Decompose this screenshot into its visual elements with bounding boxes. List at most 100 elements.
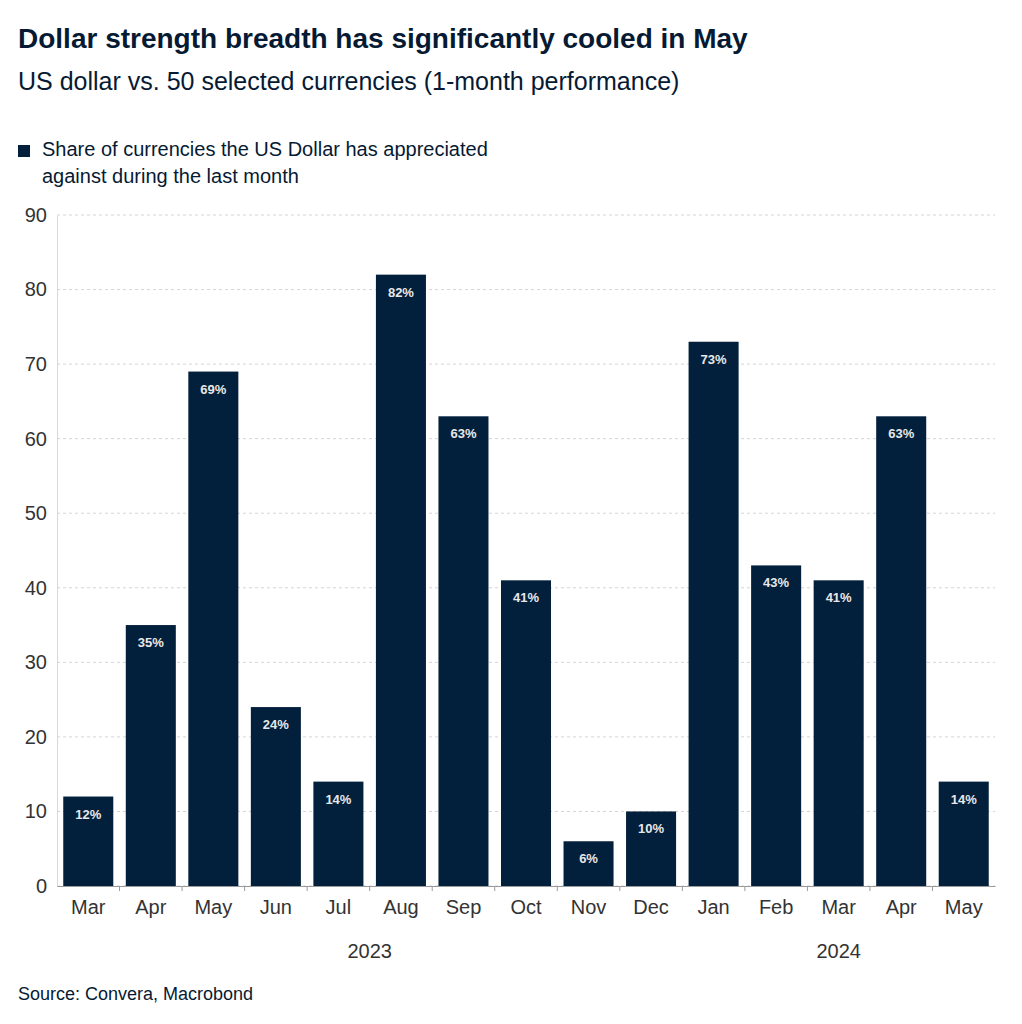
x-tick: Mar [821, 886, 856, 918]
x-band-tick [307, 886, 308, 891]
legend: Share of currencies the US Dollar has ap… [18, 138, 488, 187]
bar [626, 811, 676, 886]
grid-line [57, 289, 995, 290]
x-band-tick [682, 886, 683, 891]
x-tick: May [194, 886, 232, 918]
y-tick: 20 [25, 726, 57, 748]
data-label: 10% [638, 821, 664, 836]
x-tick-label: Feb [759, 896, 793, 918]
x-tick-label: Mar [821, 896, 856, 918]
x-tick-label: May [945, 896, 983, 918]
bar [501, 580, 551, 886]
y-tick: 90 [25, 204, 57, 226]
grid-line [57, 364, 995, 365]
y-tick: 60 [25, 428, 57, 450]
data-label: 82% [388, 285, 414, 300]
data-label: 69% [200, 382, 226, 397]
bar [63, 797, 113, 886]
bar [251, 707, 301, 886]
x-band-tick [932, 886, 933, 891]
x-tick-label: Apr [135, 896, 166, 918]
data-label: 63% [888, 426, 914, 441]
data-label: 14% [325, 792, 351, 807]
bar [126, 625, 176, 886]
y-tick: 30 [25, 651, 57, 673]
x-tick: Feb [759, 886, 793, 918]
x-group-label: 2023 [347, 940, 392, 962]
x-tick-label: Jan [697, 896, 729, 918]
x-tick-label: Sep [446, 896, 482, 918]
bar [564, 841, 614, 886]
y-tick-label: 40 [25, 577, 47, 599]
data-label: 35% [138, 635, 164, 650]
bar [376, 275, 426, 886]
bar [876, 416, 926, 886]
x-tick: Sep [446, 886, 482, 918]
y-tick-label: 10 [25, 800, 47, 822]
x-tick-label: Oct [510, 896, 542, 918]
y-tick-label: 70 [25, 353, 47, 375]
data-label: 6% [579, 851, 598, 866]
grid-line [57, 215, 995, 216]
x-tick: Jun [260, 886, 292, 918]
legend-label: Share of currencies the US Dollar has ap… [42, 138, 488, 187]
bar [188, 372, 238, 886]
data-label: 12% [75, 807, 101, 822]
x-tick-label: Aug [383, 896, 419, 918]
bar [751, 565, 801, 886]
y-tick: 80 [25, 278, 57, 300]
x-tick: Apr [135, 886, 166, 918]
x-band-tick [619, 886, 620, 891]
x-band-tick [557, 886, 558, 891]
x-tick: Jan [697, 886, 729, 918]
x-axis: Mar Apr May Jun Jul Aug Sep Oct Nov Dec Jan Feb Mar A… [58, 886, 996, 918]
grid [57, 215, 995, 886]
x-tick: May [945, 886, 983, 918]
y-tick: 10 [25, 800, 57, 822]
y-tick: 0 [36, 875, 57, 897]
x-tick: Dec [633, 886, 669, 918]
x-band-tick [869, 886, 870, 891]
x-tick: Mar [71, 886, 106, 918]
x-tick: Oct [510, 886, 542, 918]
subtitle: US dollar vs. 50 selected currencies (1-… [18, 67, 679, 95]
y-tick: 50 [25, 502, 57, 524]
data-label: 43% [763, 575, 789, 590]
x-band-tick [744, 886, 745, 891]
y-tick-label: 30 [25, 651, 47, 673]
x-tick-label: Apr [886, 896, 917, 918]
x-tick-label: Dec [633, 896, 669, 918]
x-band-tick [244, 886, 245, 891]
data-label: 41% [513, 590, 539, 605]
y-tick-label: 20 [25, 726, 47, 748]
bar [939, 782, 989, 886]
x-tick-label: Nov [571, 896, 607, 918]
bar [313, 782, 363, 886]
x-tick-label: Jul [326, 896, 352, 918]
data-label: 41% [826, 590, 852, 605]
chart: Dollar strength breadth has significantl… [0, 0, 1022, 1024]
x-tick: Nov [571, 886, 607, 918]
bars [63, 275, 988, 886]
bar [689, 342, 739, 886]
data-label: 24% [263, 717, 289, 732]
x-tick: Apr [886, 886, 917, 918]
y-tick-label: 90 [25, 204, 47, 226]
x-tick: Aug [383, 886, 419, 918]
bar [438, 416, 488, 886]
y-tick-label: 80 [25, 278, 47, 300]
x-axis-line [58, 886, 996, 887]
y-tick-label: 0 [36, 875, 47, 897]
y-axis: 0 10 20 30 40 50 60 70 80 90 [25, 204, 58, 897]
y-tick-label: 50 [25, 502, 47, 524]
x-tick-label: Mar [71, 896, 106, 918]
x-tick: Jul [326, 886, 352, 918]
x-tick-label: Jun [260, 896, 292, 918]
title: Dollar strength breadth has significantl… [18, 23, 748, 54]
x-band-tick [182, 886, 183, 891]
y-tick-label: 60 [25, 428, 47, 450]
x-tick-label: May [194, 896, 232, 918]
data-label: 63% [450, 426, 476, 441]
y-axis-line [57, 216, 58, 887]
bar [814, 580, 864, 886]
